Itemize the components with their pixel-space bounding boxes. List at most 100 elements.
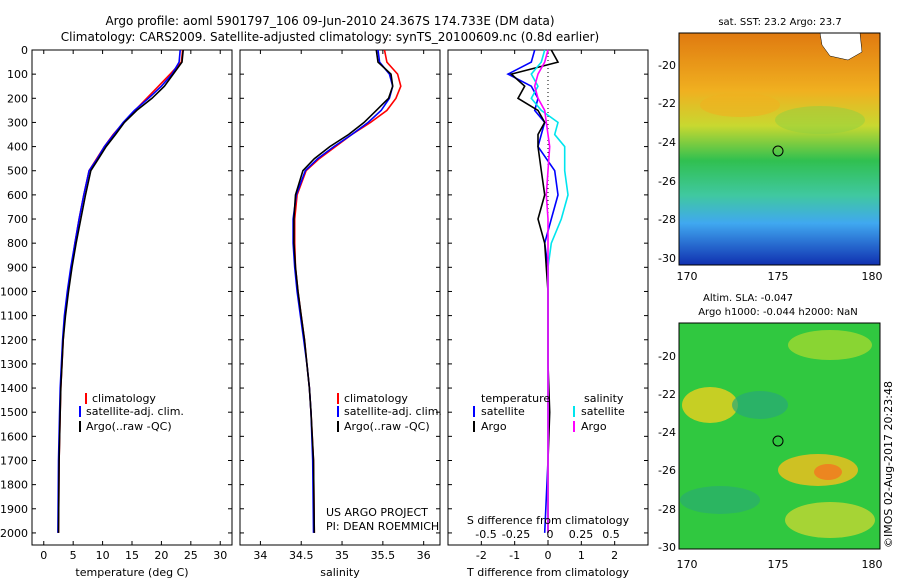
s-tick-label: 0 bbox=[547, 528, 554, 541]
sla-map-title-2: Argo h1000: -0.044 h2000: NaN bbox=[698, 307, 858, 318]
sla-lon-tick: 180 bbox=[862, 558, 883, 571]
sst-map-axes: -20 -22 -24 -26 -28 -30 170 175 180 bbox=[658, 59, 882, 283]
s-tick-label: -0.5 bbox=[475, 528, 496, 541]
sst-lat-tick: -22 bbox=[658, 97, 676, 110]
legend-temperature-header: temperature bbox=[481, 392, 550, 405]
sla-patch bbox=[785, 502, 875, 538]
depth-tick-label: 1600 bbox=[0, 430, 28, 443]
sla-patch bbox=[732, 391, 788, 419]
sla-map-title-1: Altim. SLA: -0.047 bbox=[703, 293, 793, 304]
sst-lat-tick: -30 bbox=[658, 252, 676, 265]
legend-temp-satellite-label: satellite bbox=[481, 405, 525, 418]
legend-sal-argo-label: Argo bbox=[581, 420, 607, 433]
temperature-axis-label: temperature (deg C) bbox=[75, 566, 188, 579]
sst-lat-tick: -26 bbox=[658, 175, 676, 188]
depth-tick-label: 100 bbox=[7, 68, 28, 81]
depth-tick-label: 1200 bbox=[0, 334, 28, 347]
argo-position-marker bbox=[772, 145, 784, 157]
s-tick-label: 0.25 bbox=[569, 528, 594, 541]
sst-map-title: sat. SST: 23.2 Argo: 23.7 bbox=[718, 17, 841, 28]
legend-sal-satellite-label: satellite bbox=[581, 405, 625, 418]
sla-patch bbox=[680, 486, 760, 514]
sla-lat-tick: -24 bbox=[658, 426, 676, 439]
sla-lat-tick: -22 bbox=[658, 388, 676, 401]
legend-climatology-label: climatology bbox=[92, 392, 156, 405]
depth-tick-label: 400 bbox=[7, 141, 28, 154]
x-tick-label: 20 bbox=[154, 549, 168, 562]
depth-tick-label: 600 bbox=[7, 189, 28, 202]
sst-lat-tick: -20 bbox=[658, 59, 676, 72]
sla-lat-tick: -28 bbox=[658, 503, 676, 516]
difference-panel: -2 -1 0 1 2 T difference from climatology S … bbox=[447, 49, 649, 579]
depth-tick-label: 200 bbox=[7, 92, 28, 105]
s-tick-label: 0.5 bbox=[602, 528, 620, 541]
depth-tick-label: 1800 bbox=[0, 479, 28, 492]
salinity-plot-frame bbox=[239, 49, 441, 546]
temperature-legend: climatology satellite-adj. clim. Argo(..… bbox=[79, 392, 184, 433]
sst-lat-tick: -24 bbox=[658, 136, 676, 149]
series-line-satellite-adj-clim bbox=[292, 49, 394, 533]
legend-satellite-label: satellite-adj. clim. bbox=[86, 405, 184, 418]
depth-axis: 0 100 200 300 400 500 600 700 800 900 1000 1100 1200… bbox=[0, 44, 648, 540]
sst-map: sat. SST: 23.2 Argo: 23.7 -20 -22 -24 -2… bbox=[658, 17, 882, 283]
x-tick-label: 2 bbox=[611, 549, 618, 562]
depth-tick-label: 700 bbox=[7, 213, 28, 226]
legend-temp-argo-swatch bbox=[473, 421, 475, 432]
series-line-satellite-adj-clim bbox=[57, 49, 181, 533]
legend-temp-satellite-swatch bbox=[473, 406, 475, 417]
depth-tick-label: 800 bbox=[7, 237, 28, 250]
s-difference-ticks: -0.5 -0.25 0 0.25 0.5 bbox=[475, 528, 619, 541]
temperature-x-axis: 0 5 10 15 20 25 30 bbox=[40, 50, 227, 562]
depth-tick-label: 1400 bbox=[0, 382, 28, 395]
series-line-climatology bbox=[293, 49, 402, 533]
depth-tick-label: 2000 bbox=[0, 527, 28, 540]
sla-lat-tick: -30 bbox=[658, 541, 676, 554]
sla-patch bbox=[682, 387, 738, 423]
sst-lon-tick: 175 bbox=[768, 270, 789, 283]
t-difference-axis-label: T difference from climatology bbox=[466, 566, 629, 579]
difference-x-axis: -2 -1 0 1 2 bbox=[476, 50, 618, 562]
x-tick-label: 10 bbox=[96, 549, 110, 562]
s-difference-axis-label: S difference from climatology bbox=[467, 514, 630, 527]
x-tick-label: 35 bbox=[335, 549, 349, 562]
x-tick-label: 30 bbox=[213, 549, 227, 562]
salinity-x-axis: 34 34.5 35 35.5 36 bbox=[253, 50, 431, 562]
x-tick-label: 1 bbox=[578, 549, 585, 562]
sla-patch bbox=[814, 464, 842, 480]
depth-tick-label: 1300 bbox=[0, 358, 28, 371]
salinity-series bbox=[292, 49, 402, 533]
salinity-axis-label: salinity bbox=[320, 566, 360, 579]
sla-map-frame bbox=[678, 322, 881, 550]
x-tick-label: 15 bbox=[125, 549, 139, 562]
temperature-plot-frame bbox=[31, 49, 233, 546]
x-tick-label: 0 bbox=[40, 549, 47, 562]
salinity-panel: 34 34.5 35 35.5 36 salinity climatology sate… bbox=[239, 49, 442, 579]
x-tick-label: -1 bbox=[509, 549, 520, 562]
sst-lon-tick: 170 bbox=[677, 270, 698, 283]
x-tick-label: 36 bbox=[417, 549, 431, 562]
sla-lat-tick: -20 bbox=[658, 350, 676, 363]
difference-legend: temperature salinity satellite Argo sate… bbox=[473, 392, 625, 433]
sst-warm-patch bbox=[700, 93, 780, 117]
legend-temp-argo-label: Argo bbox=[481, 420, 507, 433]
x-tick-label: -2 bbox=[476, 549, 487, 562]
series-line-argo-salinity bbox=[533, 49, 551, 533]
sla-lat-tick: -26 bbox=[658, 464, 676, 477]
legend-salinity-header: salinity bbox=[584, 392, 624, 405]
legend-argo-label: Argo(..raw -QC) bbox=[344, 420, 430, 433]
temperature-series bbox=[57, 49, 184, 533]
title-line-1: Argo profile: aoml 5901797_106 09-Jun-20… bbox=[105, 14, 554, 28]
x-tick-label: 5 bbox=[70, 549, 77, 562]
series-line-climatology bbox=[57, 49, 184, 533]
depth-tick-label: 900 bbox=[7, 261, 28, 274]
x-tick-label: 34.5 bbox=[289, 549, 314, 562]
title-line-2: Climatology: CARS2009. Satellite-adjuste… bbox=[61, 30, 599, 44]
argo-position-marker bbox=[772, 435, 784, 447]
legend-argo-label: Argo(..raw -QC) bbox=[86, 420, 172, 433]
sla-map-axes: -20 -22 -24 -26 -28 -30 170 175 180 bbox=[658, 350, 882, 571]
depth-tick-label: 1900 bbox=[0, 503, 28, 516]
legend-satellite-swatch bbox=[79, 406, 81, 417]
x-tick-label: 0 bbox=[545, 549, 552, 562]
series-line-satellite-salinity bbox=[530, 49, 569, 533]
x-tick-label: 34 bbox=[253, 549, 267, 562]
